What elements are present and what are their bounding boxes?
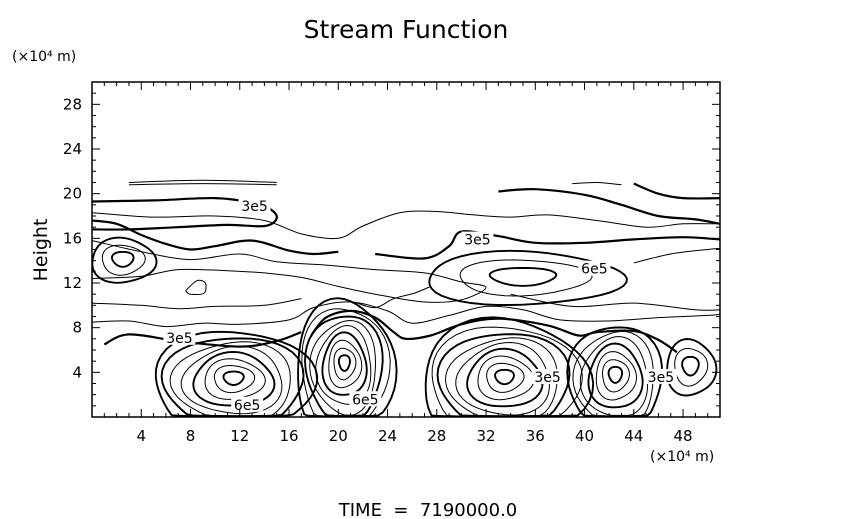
contour-line-thin [510,293,720,311]
vortex-contour [204,358,266,400]
x-tick-label: 44 [624,427,643,445]
x-tick-label: 48 [674,427,693,445]
x-tick-label: 40 [575,427,594,445]
contour-label-bg [578,260,611,276]
contour-label: 6e5 [352,392,378,408]
contour-label-bg [238,198,271,214]
contour-label-bg [349,391,382,407]
x-tick-label: 32 [476,427,495,445]
y-tick-label: 12 [63,274,82,292]
contour-label-bg [461,231,494,247]
x-tick-label: 20 [329,427,348,445]
vortex-contour [428,249,628,306]
y-tick-label: 28 [63,95,82,113]
y-tick-label: 16 [63,229,82,247]
vortex-contour [681,355,700,377]
vortex-contour [666,338,718,397]
y-axis: 4 8 12 16 20 24 28 [63,92,720,407]
vortex-contour [101,244,146,276]
y-axis-label: Height [30,219,52,282]
vortex-contour [486,362,525,393]
y-tick-label: 8 [72,319,82,337]
vortex-contour [328,339,363,389]
contour-label-bg [163,329,196,345]
contour-label: 6e5 [581,262,607,278]
vortex-contour [337,354,351,372]
x-tick-label: 8 [186,427,196,445]
contour-line-thin [128,179,277,183]
contour-label: 3e5 [241,199,267,215]
contour-line-thin [354,285,431,309]
vortex-contour [213,364,256,394]
x-tick-label: 16 [279,427,298,445]
vortex-contour [579,336,649,416]
time-footer: TIME = 7190000.0 [338,500,518,519]
vortex-contour [477,355,535,401]
contour-line-thin [128,183,277,186]
contour-labels: 3e5 3e5 6e5 3e5 6e5 6e5 3e5 3e5 [163,198,677,414]
vortex-contour [459,259,593,297]
x-tick-label: 28 [427,427,446,445]
contour-label-bg [531,368,564,384]
vortex-contour [309,319,377,416]
y-tick-label: 4 [72,363,82,381]
vortex-contour [92,236,158,284]
contour-label-bg [231,396,264,412]
x-axis: 4 8 12 16 20 24 28 32 36 40 44 48 [103,82,721,445]
vortex-contour [595,351,638,401]
vortex-contour [222,370,245,386]
vortex-contour [601,359,630,393]
vortex-contour [587,342,644,409]
vortex-contour [566,326,663,417]
vortex-contour [154,330,319,417]
contour-line-bold [92,219,339,256]
chart-title: Stream Function [304,15,509,44]
x-tick-label: 4 [136,427,146,445]
vortex-contour [466,347,544,408]
contour-line-thin [185,279,207,295]
vortex-contour [674,348,709,387]
contour-label-bg [644,368,677,384]
x-axis-unit: (×10⁴ m) [650,449,714,465]
contour-line-bold [498,188,720,225]
y-axis-unit: (×10⁴ m) [12,49,76,65]
x-tick-label: 12 [230,427,249,445]
vortex-contour [297,297,398,417]
contour-label: 6e5 [234,398,260,414]
contour-label: 3e5 [648,370,674,386]
contour-line-bold [375,230,720,260]
y-tick-label: 24 [63,140,82,158]
contour-line-thin [633,247,720,264]
contour-line-thin [572,181,622,186]
x-tick-label: 24 [378,427,397,445]
vortex-contour [455,341,550,416]
vortex-contour [111,250,135,268]
x-tick-label: 36 [526,427,545,445]
contour-line-thin [92,240,487,303]
contour-lines [92,179,720,417]
vortex-contour [333,347,357,381]
vortex-contour [494,368,515,386]
contour-label: 3e5 [464,233,490,249]
y-tick-label: 20 [63,185,82,203]
contour-line-bold [633,182,720,200]
contour-line-thin [92,298,302,310]
contour-line-thin [92,210,720,240]
vortex-contour [607,365,624,384]
vortex-contour [488,267,558,287]
contour-label: 3e5 [166,331,192,347]
contour-line-bold [92,196,278,231]
contour-line-thin [92,301,720,328]
contour-label: 3e5 [534,370,560,386]
